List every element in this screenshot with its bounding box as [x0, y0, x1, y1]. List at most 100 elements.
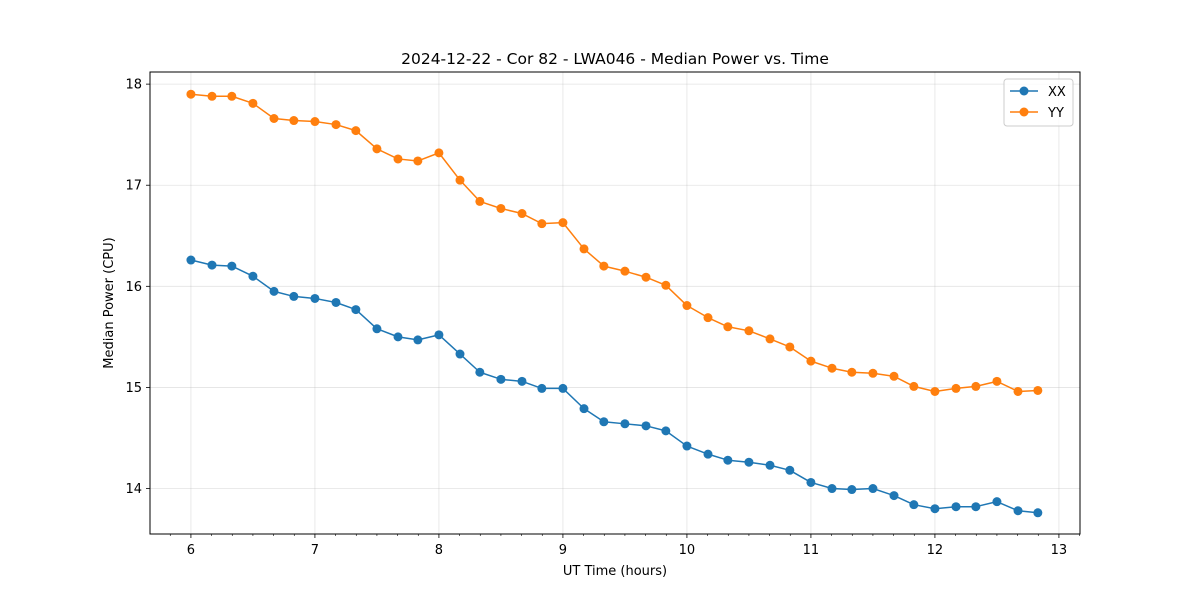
data-point-xx [351, 305, 361, 315]
data-point-yy [207, 91, 217, 101]
data-point-xx [620, 419, 630, 429]
data-point-xx [537, 383, 547, 393]
data-point-xx [227, 261, 237, 271]
data-point-xx [765, 460, 775, 470]
data-point-yy [351, 126, 361, 136]
data-point-yy [248, 98, 258, 108]
data-point-xx [475, 367, 485, 377]
data-point-xx [682, 441, 692, 451]
data-point-yy [827, 363, 837, 373]
y-tick-label: 16 [125, 280, 142, 295]
data-point-xx [992, 497, 1002, 507]
data-point-xx [496, 374, 506, 384]
data-point-xx [517, 376, 527, 386]
data-point-yy [930, 386, 940, 396]
data-point-yy [1033, 385, 1043, 395]
data-point-xx [930, 504, 940, 514]
data-point-yy [537, 219, 547, 229]
y-axis-label: Median Power (CPU) [102, 237, 117, 368]
x-tick-label: 10 [679, 543, 696, 558]
data-point-yy [289, 116, 299, 126]
data-point-yy [558, 218, 568, 228]
data-point-yy [269, 114, 279, 123]
data-point-xx [269, 286, 279, 296]
data-point-yy [682, 301, 692, 311]
data-point-xx [331, 297, 341, 307]
x-tick-label: 6 [187, 543, 195, 558]
data-point-xx [1013, 506, 1023, 516]
data-point-xx [827, 484, 837, 494]
chart-title: 2024-12-22 - Cor 82 - LWA046 - Median Po… [401, 50, 829, 68]
data-point-xx [372, 324, 382, 334]
data-point-yy [744, 326, 754, 336]
y-tick-label: 15 [125, 381, 142, 396]
data-point-yy [331, 120, 341, 130]
data-point-xx [413, 335, 423, 345]
data-point-xx [393, 332, 403, 342]
data-point-yy [661, 280, 671, 290]
data-point-yy [579, 244, 589, 254]
x-tick-label: 11 [803, 543, 820, 558]
data-point-yy [496, 203, 506, 213]
data-point-yy [723, 322, 733, 332]
data-point-yy [765, 334, 775, 344]
data-point-xx [723, 455, 733, 465]
data-point-xx [785, 465, 795, 475]
x-tick-label: 8 [435, 543, 443, 558]
data-point-yy [971, 381, 981, 391]
x-tick-label: 7 [311, 543, 319, 558]
data-point-yy [868, 368, 878, 378]
x-axis-label: UT Time (hours) [563, 564, 667, 579]
x-tick-label: 12 [927, 543, 944, 558]
data-point-yy [186, 89, 196, 99]
data-point-xx [207, 260, 217, 270]
y-tick-label: 17 [125, 179, 142, 194]
x-tick-label: 9 [559, 543, 567, 558]
y-tick-label: 14 [125, 482, 142, 497]
data-point-yy [703, 313, 713, 323]
data-point-xx [909, 500, 919, 510]
legend: XX YY [1003, 78, 1074, 127]
data-point-yy [806, 356, 816, 366]
data-point-xx [1033, 508, 1043, 518]
data-point-xx [434, 330, 444, 340]
data-point-yy [1013, 386, 1023, 396]
data-point-yy [413, 156, 423, 166]
plot-frame [149, 71, 1081, 535]
data-point-yy [951, 383, 961, 393]
data-point-yy [641, 272, 651, 282]
legend-label-yy: YY [1047, 106, 1064, 121]
data-point-yy [785, 342, 795, 352]
data-point-yy [475, 196, 485, 206]
data-point-xx [847, 485, 857, 495]
data-point-yy [847, 367, 857, 377]
data-point-xx [703, 449, 713, 459]
legend-marker-yy [1019, 107, 1029, 117]
data-point-yy [455, 175, 465, 185]
data-point-xx [558, 383, 568, 393]
plot-series [186, 89, 1043, 518]
data-point-xx [455, 349, 465, 359]
data-point-yy [227, 91, 237, 101]
data-point-yy [992, 376, 1002, 386]
legend-label-xx: XX [1048, 85, 1066, 100]
data-point-xx [744, 457, 754, 467]
data-point-xx [310, 293, 320, 303]
data-point-xx [806, 477, 816, 487]
legend-marker-xx [1019, 86, 1029, 96]
data-point-xx [599, 417, 609, 427]
data-point-xx [248, 271, 258, 281]
data-point-yy [372, 144, 382, 154]
data-point-xx [641, 421, 651, 431]
data-point-xx [951, 502, 961, 512]
data-point-yy [889, 371, 899, 381]
data-point-xx [186, 255, 196, 265]
y-tick-label: 18 [125, 78, 142, 93]
data-point-yy [517, 209, 527, 219]
axis-ticks: 6 7 8 9 10 11 12 13 14 15 16 17 18 [125, 78, 1080, 558]
data-point-yy [310, 117, 320, 127]
data-point-xx [971, 502, 981, 512]
data-point-yy [620, 266, 630, 276]
x-tick-label: 13 [1051, 543, 1068, 558]
